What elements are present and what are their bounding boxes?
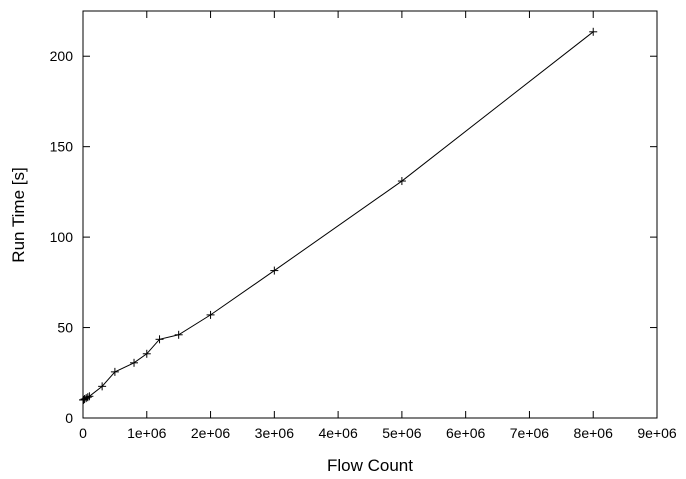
x-tick-label: 0 — [79, 425, 87, 441]
x-tick-label: 3e+06 — [255, 425, 295, 441]
x-tick-label: 8e+06 — [574, 425, 614, 441]
data-point-marker — [85, 392, 94, 401]
data-point-marker — [110, 367, 119, 376]
y-axis-ticks: 0 50 100 150 200 — [50, 48, 657, 426]
x-tick-label: 6e+06 — [446, 425, 486, 441]
x-axis-title: Flow Count — [327, 456, 413, 475]
data-point-marker — [155, 335, 164, 344]
data-point-marker — [130, 358, 139, 367]
data-point-marker — [174, 330, 183, 339]
x-tick-label: 5e+06 — [382, 425, 422, 441]
x-tick-label: 2e+06 — [191, 425, 231, 441]
x-axis-ticks: 0 1e+06 2e+06 3e+06 4e+06 5e+06 6e+06 7e+06 8e+0… — [79, 11, 677, 441]
data-point-marker — [82, 394, 91, 403]
x-tick-label: 7e+06 — [510, 425, 550, 441]
x-tick-label: 1e+06 — [127, 425, 167, 441]
data-point-marker — [98, 382, 107, 391]
x-tick-label: 9e+06 — [637, 425, 677, 441]
y-tick-label: 0 — [65, 410, 73, 426]
data-point-marker — [142, 349, 151, 358]
y-axis-title: Run Time [s] — [9, 167, 28, 262]
data-point-marker — [397, 177, 406, 186]
data-point-marker — [270, 266, 279, 275]
data-point-marker — [80, 395, 89, 404]
y-tick-label: 50 — [57, 320, 73, 336]
plot-frame — [82, 10, 658, 419]
series-line — [83, 31, 594, 401]
data-point-marker — [206, 310, 215, 319]
y-tick-label: 100 — [50, 229, 74, 245]
series-layer — [79, 27, 598, 404]
data-point-marker — [589, 27, 598, 36]
x-tick-label: 4e+06 — [318, 425, 358, 441]
y-tick-label: 200 — [50, 48, 74, 64]
y-tick-label: 150 — [50, 139, 74, 155]
data-point-marker — [83, 393, 92, 402]
